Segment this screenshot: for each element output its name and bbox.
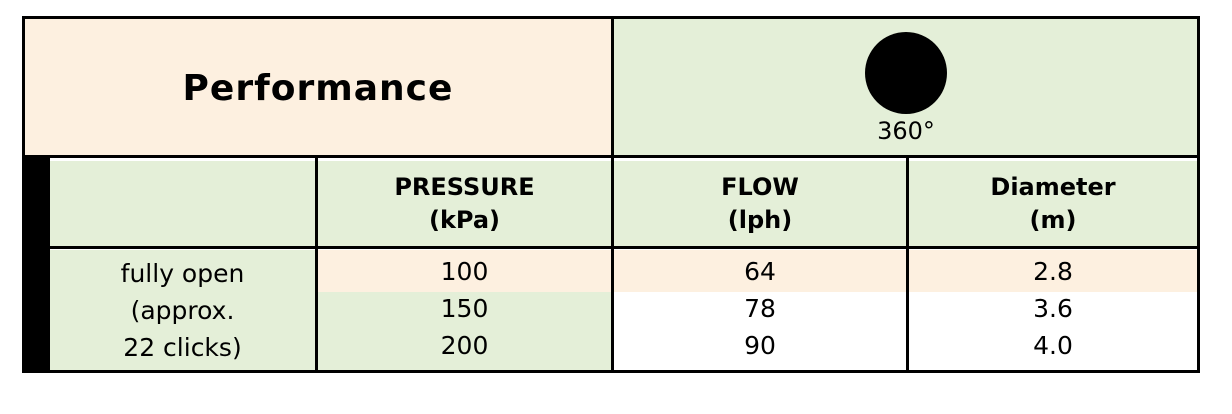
header-diameter-line1: Diameter xyxy=(990,173,1116,201)
title-cell xyxy=(25,19,611,158)
row-label-line2: (approx. xyxy=(130,296,235,325)
row-3-pressure: 200 xyxy=(440,331,489,360)
header-flow-line2: (lph) xyxy=(727,206,793,234)
header-diameter: Diameter (m) xyxy=(909,161,1197,247)
row-2-flow: 78 xyxy=(744,294,776,323)
header-pressure: PRESSURE (kPa) xyxy=(318,161,611,247)
row-1-flow: 64 xyxy=(744,257,776,286)
row-1-pressure: 100 xyxy=(440,257,489,286)
row-1-diameter: 2.8 xyxy=(1033,257,1073,286)
row-label-line3: 22 clicks) xyxy=(123,333,242,362)
left-stripe xyxy=(25,158,50,370)
filled-circle-icon xyxy=(865,32,947,114)
divider-diameter xyxy=(906,158,909,370)
performance-table: Performance 360° PRESSURE (kPa) FLOW (lp… xyxy=(22,16,1200,373)
row-2-diameter: 3.6 xyxy=(1033,294,1073,323)
divider-label xyxy=(315,158,318,370)
row-3-flow: 90 xyxy=(744,331,776,360)
header-pressure-line1: PRESSURE xyxy=(394,173,535,201)
row-label: fully open (approx. 22 clicks) xyxy=(50,255,315,366)
divider-center xyxy=(611,19,614,370)
row-2-pressure: 150 xyxy=(440,294,489,323)
divider-header xyxy=(50,246,1197,249)
spray-angle-label: 360° xyxy=(877,117,935,145)
header-diameter-line2: (m) xyxy=(1029,206,1077,234)
data-row-1-bg xyxy=(317,250,1197,292)
white-rows-bg xyxy=(614,292,1197,370)
header-row xyxy=(50,161,1197,247)
header-flow: FLOW (lph) xyxy=(614,161,906,247)
row-label-cell xyxy=(50,250,317,370)
header-pressure-line2: (kPa) xyxy=(428,206,501,234)
pressure-rows-bg xyxy=(317,292,611,370)
header-flow-line1: FLOW xyxy=(721,173,799,201)
table-title: Performance xyxy=(182,68,454,109)
row-label-line1: fully open xyxy=(120,259,245,288)
row-3-diameter: 4.0 xyxy=(1033,331,1073,360)
